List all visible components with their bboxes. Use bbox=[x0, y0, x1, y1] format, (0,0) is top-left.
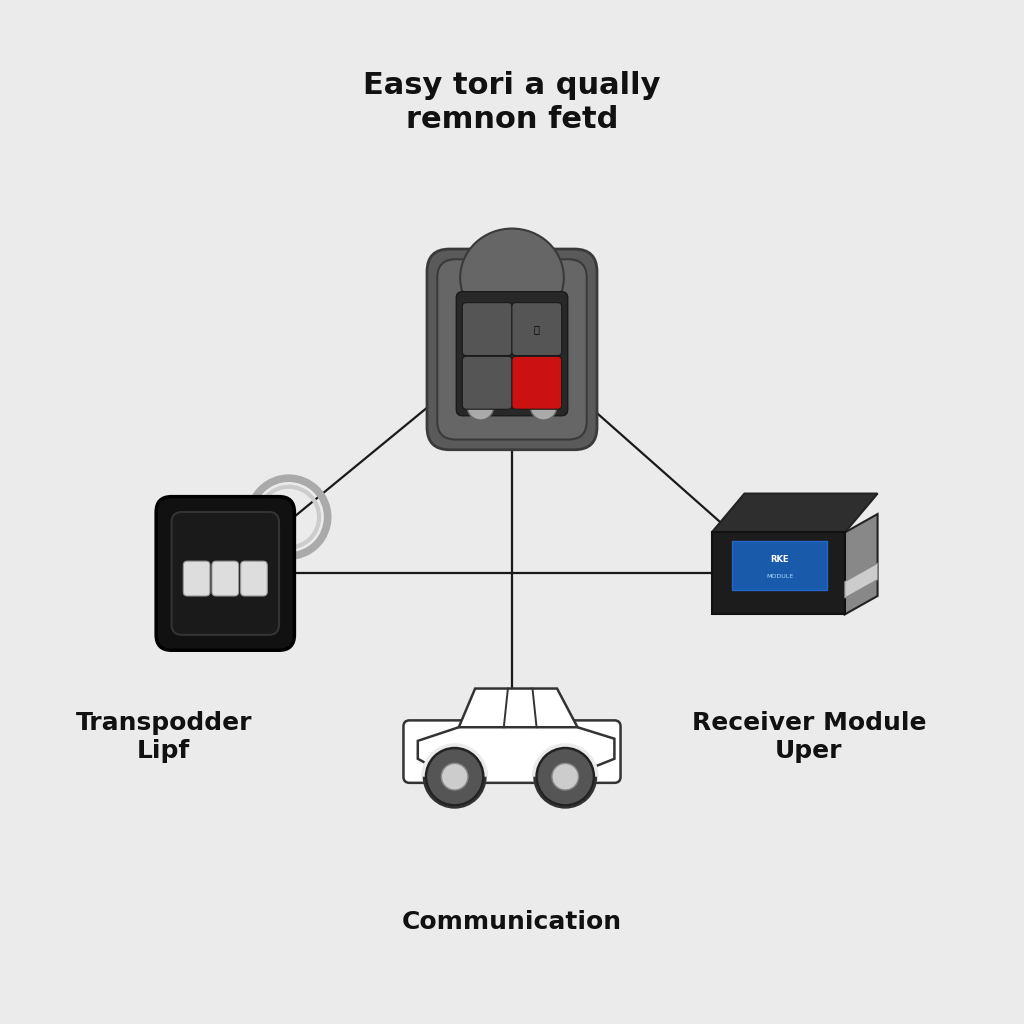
FancyBboxPatch shape bbox=[427, 249, 597, 450]
Text: 🔒: 🔒 bbox=[534, 324, 540, 334]
FancyBboxPatch shape bbox=[183, 561, 210, 596]
FancyBboxPatch shape bbox=[462, 303, 512, 355]
FancyBboxPatch shape bbox=[437, 259, 587, 439]
FancyBboxPatch shape bbox=[241, 561, 267, 596]
Polygon shape bbox=[845, 563, 878, 598]
FancyBboxPatch shape bbox=[457, 292, 567, 416]
Circle shape bbox=[552, 764, 579, 791]
Polygon shape bbox=[459, 688, 578, 727]
Text: Transpodder
Lipf: Transpodder Lipf bbox=[76, 712, 252, 763]
Text: Easy tori a qually
remnon fetd: Easy tori a qually remnon fetd bbox=[364, 71, 660, 134]
Circle shape bbox=[530, 393, 557, 420]
Polygon shape bbox=[845, 514, 878, 614]
FancyBboxPatch shape bbox=[512, 303, 562, 355]
Text: Communication: Communication bbox=[402, 909, 622, 934]
FancyBboxPatch shape bbox=[462, 356, 512, 410]
Circle shape bbox=[467, 393, 494, 420]
FancyBboxPatch shape bbox=[171, 512, 279, 635]
Text: RKE: RKE bbox=[770, 555, 788, 564]
FancyBboxPatch shape bbox=[731, 541, 827, 590]
FancyBboxPatch shape bbox=[403, 721, 621, 782]
FancyBboxPatch shape bbox=[712, 532, 845, 614]
Polygon shape bbox=[712, 494, 878, 532]
Circle shape bbox=[426, 748, 483, 805]
Circle shape bbox=[441, 764, 468, 791]
Circle shape bbox=[537, 748, 594, 805]
Text: Receiver Module
Uper: Receiver Module Uper bbox=[691, 712, 927, 763]
Ellipse shape bbox=[460, 228, 564, 327]
FancyBboxPatch shape bbox=[156, 497, 295, 650]
FancyBboxPatch shape bbox=[212, 561, 239, 596]
FancyBboxPatch shape bbox=[512, 356, 562, 410]
Text: MODULE: MODULE bbox=[766, 573, 794, 579]
